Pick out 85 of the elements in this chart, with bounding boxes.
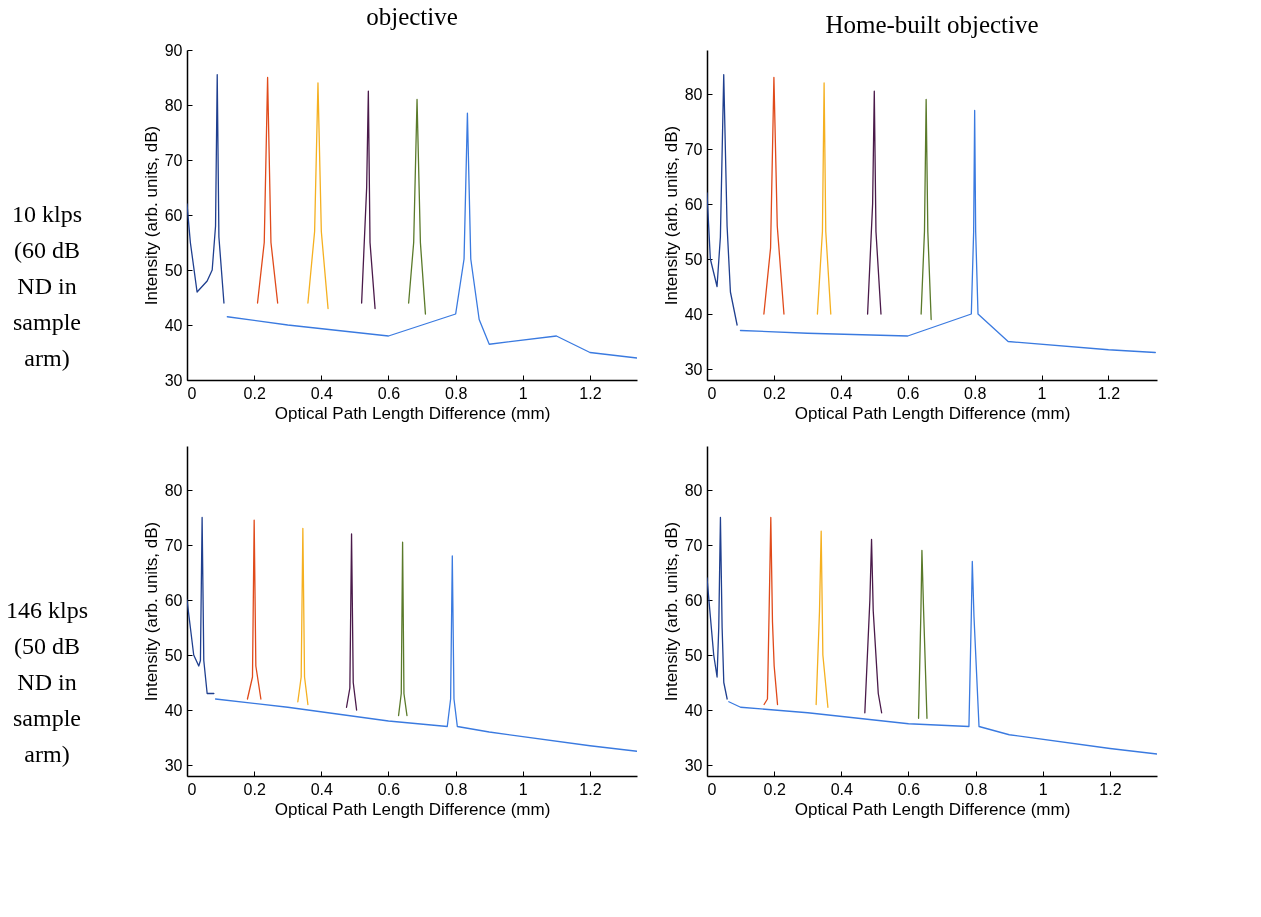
x-tick-label: 1: [518, 780, 528, 798]
y-tick-label: 30: [684, 360, 703, 378]
x-axis-title: Optical Path Length Difference (mm): [274, 403, 551, 423]
line-series: [407, 98, 427, 315]
line-series: [187, 516, 215, 695]
y-tick-label: 50: [164, 646, 183, 664]
line-series: [226, 112, 637, 359]
line-series: [307, 82, 329, 310]
y-tick-label: 60: [164, 206, 183, 224]
x-tick-label: 0: [187, 384, 197, 402]
y-tick-label: 80: [164, 481, 183, 499]
x-tick-label: 0.4: [830, 780, 854, 798]
x-tick-label: 0.8: [445, 780, 468, 798]
line-series: [360, 90, 376, 310]
y-tick-label: 30: [164, 756, 183, 774]
y-tick-label: 40: [684, 305, 703, 323]
x-tick-label: 1.2: [579, 780, 602, 798]
y-tick-label: 90: [164, 41, 183, 59]
line-series: [920, 98, 932, 321]
line-series: [246, 519, 262, 700]
y-tick-label: 80: [164, 96, 183, 114]
text: 146 klps (50 dB ND in sample arm): [5, 597, 89, 767]
line-series: [728, 560, 1157, 755]
x-tick-label: 0: [707, 384, 717, 402]
x-tick-label: 1.2: [579, 384, 602, 402]
line-series: [866, 90, 882, 315]
y-tick-label: 80: [684, 481, 703, 499]
x-tick-label: 0: [187, 780, 197, 798]
text: 10 klps (60 dB ND in sample arm): [11, 201, 83, 371]
x-axis-title: Optical Path Length Difference (mm): [794, 403, 1071, 423]
y-tick-label: 70: [164, 151, 183, 169]
y-tick-label: 60: [684, 591, 703, 609]
y-tick-label: 70: [684, 536, 703, 554]
x-tick-label: 0.2: [763, 384, 786, 402]
line-series: [763, 516, 779, 706]
x-tick-label: 0.8: [964, 384, 987, 402]
line-series: [214, 555, 637, 752]
y-tick-label: 60: [684, 195, 703, 213]
y-axis-title: Intensity (arb. units, dB): [141, 125, 161, 306]
y-axis-title: Intensity (arb. units, dB): [661, 521, 681, 702]
x-tick-label: 0.2: [763, 780, 786, 798]
line-series: [707, 74, 738, 326]
y-tick-label: 30: [164, 371, 183, 389]
y-tick-label: 50: [684, 250, 703, 268]
line-series: [739, 109, 1156, 354]
line-series: [763, 76, 785, 315]
y-tick-label: 30: [684, 756, 703, 774]
chart-title: Home-built objective: [825, 11, 1039, 38]
y-tick-label: 50: [164, 261, 183, 279]
x-tick-label: 1: [1037, 384, 1047, 402]
y-tick-label: 40: [164, 701, 183, 719]
line-series: [864, 538, 883, 714]
y-tick-label: 70: [684, 140, 703, 158]
x-tick-label: 0.6: [377, 384, 401, 402]
y-tick-label: 60: [164, 591, 183, 609]
y-axis-title: Intensity (arb. units, dB): [141, 521, 161, 702]
x-tick-label: 0: [707, 780, 717, 798]
x-tick-label: 1: [1038, 780, 1048, 798]
x-tick-label: 0.6: [377, 780, 401, 798]
line-series: [815, 530, 829, 708]
line-series: [345, 533, 358, 711]
x-tick-label: 0.6: [897, 780, 921, 798]
y-tick-label: 50: [684, 646, 703, 664]
x-tick-label: 1: [518, 384, 528, 402]
line-series: [707, 516, 728, 700]
x-tick-label: 0.2: [243, 384, 266, 402]
y-tick-label: 40: [684, 701, 703, 719]
line-series: [297, 527, 309, 706]
chart-title: objective: [366, 3, 458, 30]
x-tick-label: 0.4: [310, 780, 334, 798]
x-tick-label: 0.2: [243, 780, 266, 798]
y-tick-label: 70: [164, 536, 183, 554]
x-tick-label: 1.2: [1097, 384, 1121, 402]
line-series: [187, 74, 225, 304]
x-tick-label: 0.8: [965, 780, 988, 798]
y-tick-label: 40: [164, 316, 183, 334]
y-tick-label: 80: [684, 85, 703, 103]
x-axis-title: Optical Path Length Difference (mm): [274, 799, 551, 819]
x-tick-label: 1.2: [1099, 780, 1122, 798]
x-axis-title: Optical Path Length Difference (mm): [794, 799, 1071, 819]
y-axis-title: Intensity (arb. units, dB): [661, 125, 681, 306]
x-tick-label: 0.6: [897, 384, 920, 402]
x-tick-label: 0.4: [310, 384, 334, 402]
x-tick-label: 0.4: [830, 384, 853, 402]
x-tick-label: 0.8: [445, 384, 468, 402]
